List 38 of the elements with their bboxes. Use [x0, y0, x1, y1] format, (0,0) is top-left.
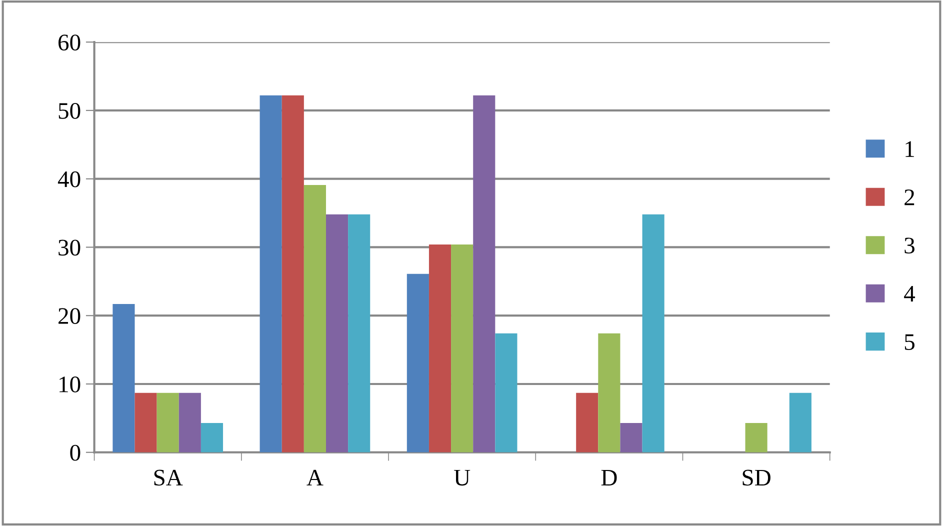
bar: [406, 274, 429, 452]
y-tick-label: 50: [58, 102, 80, 119]
legend-label: 3: [904, 238, 914, 254]
y-tick-label: 10: [60, 376, 80, 392]
bar: [200, 422, 224, 452]
y-tick-label: 60: [58, 34, 80, 51]
bar: [282, 95, 304, 452]
bar: [156, 392, 179, 452]
bar: [745, 422, 768, 452]
legend-label: 5: [904, 334, 914, 350]
bar: [642, 214, 664, 452]
bar: [620, 422, 642, 452]
bar: [348, 214, 370, 452]
legend-label: 4: [904, 286, 916, 302]
y-tick-label: 20: [58, 308, 80, 324]
legend-label: 1: [906, 141, 914, 157]
x-tick-label: SD: [742, 470, 770, 486]
bar: [178, 392, 201, 452]
y-tick-label: 40: [58, 171, 80, 188]
bar: [598, 333, 620, 452]
bar: [304, 184, 326, 452]
bar: [451, 244, 474, 452]
bar: [134, 392, 157, 452]
x-tick-label: A: [306, 470, 324, 486]
bar: [260, 95, 282, 452]
bar: [428, 244, 452, 452]
bar: [495, 333, 518, 452]
bar: [473, 95, 496, 452]
x-tick-label: SA: [154, 470, 183, 486]
y-tick-label: 30: [58, 240, 80, 256]
x-tick-label: U: [454, 470, 470, 486]
legend-label: 2: [904, 189, 914, 206]
y-tick-label: 0: [70, 444, 80, 461]
bar: [789, 392, 812, 452]
bar: [112, 304, 135, 452]
x-tick-label: D: [601, 470, 617, 486]
bar: [576, 392, 598, 452]
bar: [326, 214, 348, 452]
